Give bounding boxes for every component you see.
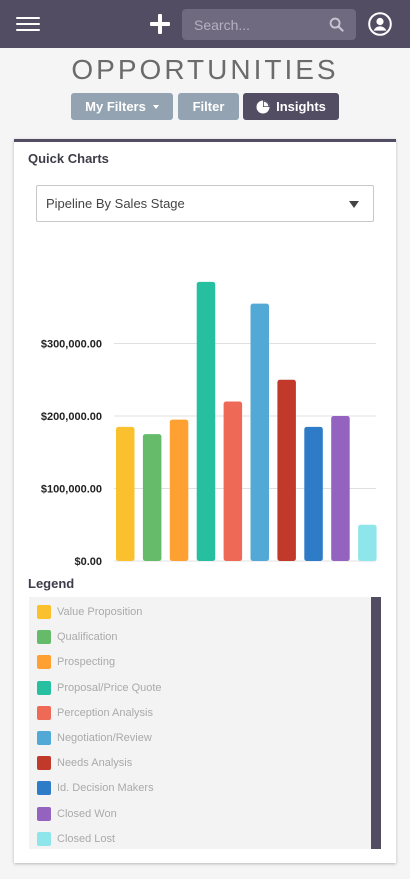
legend-swatch xyxy=(37,605,51,619)
legend-item[interactable]: Prospecting xyxy=(37,654,115,670)
legend-list: Value Proposition Qualification Prospectin… xyxy=(29,597,369,849)
search-input[interactable] xyxy=(182,9,322,40)
chart-bar[interactable] xyxy=(223,401,243,562)
legend-scrollbar[interactable] xyxy=(371,597,381,849)
legend-swatch xyxy=(37,630,51,645)
legend-swatch xyxy=(37,831,51,846)
top-navigation-bar xyxy=(0,0,410,48)
filter-label: Filter xyxy=(192,99,225,114)
chart-bar[interactable] xyxy=(250,303,270,561)
chart-bar[interactable] xyxy=(331,416,350,561)
dropdown-arrow-icon xyxy=(349,201,359,208)
legend-label: Closed Lost xyxy=(57,832,116,845)
chart-bar[interactable] xyxy=(169,419,189,561)
legend-label: Closed Won xyxy=(57,807,117,820)
legend-swatch xyxy=(37,781,51,796)
legend-label: Needs Analysis xyxy=(57,757,133,770)
create-plus-icon[interactable] xyxy=(150,14,170,34)
legend-swatch xyxy=(37,705,51,720)
chart-bar[interactable] xyxy=(304,426,323,561)
chart-bar[interactable] xyxy=(116,426,135,561)
chart-bar[interactable] xyxy=(142,434,162,561)
legend-item[interactable]: Closed Lost xyxy=(37,831,115,847)
search-box xyxy=(182,9,356,40)
pie-chart-icon xyxy=(256,100,270,113)
quick-charts-title: Quick Charts xyxy=(28,151,109,166)
chart-type-selected-value: Pipeline By Sales Stage xyxy=(46,196,185,211)
chart-bar[interactable] xyxy=(277,379,296,561)
pipeline-bar-chart: $0.00 $100,000.00 $200,000.00 $300,000.00 xyxy=(41,281,377,568)
insights-label: Insights xyxy=(276,99,326,114)
y-tick-label: $100,000.00 xyxy=(41,484,102,496)
legend-item[interactable]: Proposal/Price Quote xyxy=(37,680,162,696)
insights-button[interactable]: Insights xyxy=(243,93,339,120)
y-tick-label: $0.00 xyxy=(74,556,102,568)
search-icon[interactable] xyxy=(329,17,344,32)
legend-item[interactable]: Id. Decision Makers xyxy=(37,780,154,796)
user-profile-icon[interactable] xyxy=(368,12,392,36)
legend-label: Perception Analysis xyxy=(57,706,153,719)
chart-bar[interactable] xyxy=(358,524,377,561)
legend-item[interactable]: Negotiation/Review xyxy=(37,730,152,746)
filter-button[interactable]: Filter xyxy=(178,93,239,120)
y-tick-label: $200,000.00 xyxy=(41,411,102,423)
legend-swatch xyxy=(37,806,51,821)
legend-swatch xyxy=(37,731,51,745)
page-title: OPPORTUNITIES xyxy=(71,54,339,85)
legend-label: Value Proposition xyxy=(57,606,143,618)
caret-down-icon xyxy=(152,104,159,109)
legend-label: Negotiation/Review xyxy=(57,732,152,744)
quick-charts-panel: Quick Charts Pipeline By Sales Stage $0.… xyxy=(14,139,396,863)
y-tick-label: $300,000.00 xyxy=(41,339,102,351)
legend-label: Prospecting xyxy=(57,656,116,669)
legend-item[interactable]: Value Proposition xyxy=(37,604,142,620)
chart-type-select[interactable]: Pipeline By Sales Stage xyxy=(36,185,374,222)
legend-title: Legend xyxy=(28,576,75,591)
legend-item[interactable]: Closed Won xyxy=(37,806,117,822)
legend-label: Id. Decision Makers xyxy=(57,782,154,795)
my-filters-label: My Filters xyxy=(85,99,146,114)
legend-label: Qualification xyxy=(57,631,118,644)
legend-swatch xyxy=(37,680,51,695)
legend-box: Value Proposition Qualification Prospectin… xyxy=(29,597,381,849)
legend-swatch xyxy=(37,756,51,771)
legend-item[interactable]: Needs Analysis xyxy=(37,755,132,771)
hamburger-menu-icon[interactable] xyxy=(16,17,40,31)
legend-item[interactable]: Perception Analysis xyxy=(37,705,153,721)
legend-swatch xyxy=(37,655,51,670)
my-filters-button[interactable]: My Filters xyxy=(71,93,173,120)
chart-bar[interactable] xyxy=(196,281,216,561)
legend-label: Proposal/Price Quote xyxy=(57,681,162,694)
legend-item[interactable]: Qualification xyxy=(37,629,118,645)
